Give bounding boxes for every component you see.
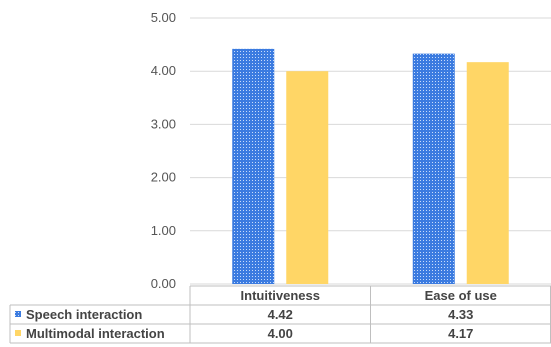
value-multimodal-interaction-ease-of-use: 4.17 <box>448 326 473 341</box>
y-tick-label-4: 4.00 <box>151 63 176 78</box>
y-tick-label-1: 1.00 <box>151 223 176 238</box>
value-speech-interaction-intuitiveness: 4.42 <box>268 307 293 322</box>
y-tick-label-3: 3.00 <box>151 116 176 131</box>
legend-key-multimodal-interaction <box>15 330 21 336</box>
category-label-intuitiveness: Intuitiveness <box>241 288 320 303</box>
y-tick-label-0: 0.00 <box>151 276 176 291</box>
bars <box>232 48 509 285</box>
legend-label-multimodal-interaction: Multimodal interaction <box>26 326 165 341</box>
legend-key-speech-interaction <box>15 311 21 317</box>
bar-speech-interaction-ease-of-use <box>412 53 455 285</box>
bar-speech-interaction-intuitiveness <box>232 48 275 284</box>
value-multimodal-interaction-intuitiveness: 4.00 <box>268 326 293 341</box>
bar-multimodal-interaction-ease-of-use <box>466 62 509 284</box>
category-label-ease-of-use: Ease of use <box>425 288 497 303</box>
y-axis-ticks: 0.00 1.00 2.00 3.00 4.00 5.00 <box>151 10 176 291</box>
value-speech-interaction-ease-of-use: 4.33 <box>448 307 473 322</box>
y-tick-label-5: 5.00 <box>151 10 176 25</box>
legend-label-speech-interaction: Speech interaction <box>26 307 142 322</box>
y-tick-label-2: 2.00 <box>151 170 176 185</box>
data-table: Intuitiveness Ease of use Speech interacti… <box>9 285 551 344</box>
bar-multimodal-interaction-intuitiveness <box>286 71 329 284</box>
